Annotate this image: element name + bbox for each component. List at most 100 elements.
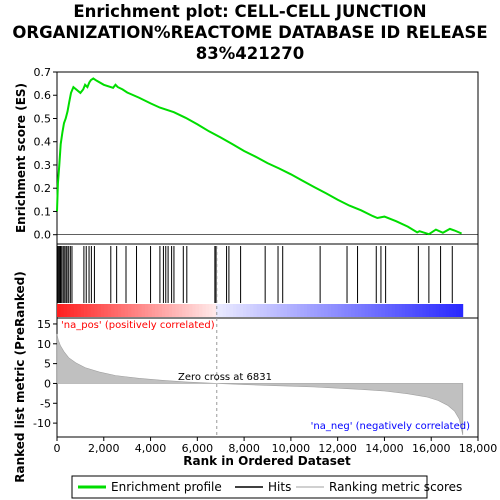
rank-gradient-segment	[222, 304, 227, 317]
rank-gradient-segment	[303, 304, 308, 317]
rank-gradient-segment	[334, 304, 339, 317]
rank-gradient-segment	[273, 304, 278, 317]
metric-layer	[56, 246, 464, 437]
x-tick-label: 10,000	[272, 442, 311, 455]
rank-gradient-segment	[435, 304, 440, 317]
rank-gradient-segment	[371, 304, 376, 317]
rank-gradient-segment	[178, 304, 183, 317]
rank-gradient-segment	[347, 304, 352, 317]
rank-gradient-segment	[185, 304, 190, 317]
neg-correlated-label: 'na_neg' (negatively correlated)	[311, 421, 470, 432]
rank-gradient-segment	[412, 304, 416, 317]
zero-cross-label: Zero cross at 6831	[178, 372, 272, 383]
rank-gradient-segment	[90, 304, 95, 317]
metric-tick-label: 5	[44, 358, 51, 371]
rank-gradient-segment	[307, 304, 312, 317]
rank-gradient-segment	[452, 304, 457, 317]
x-tick-label: 4,000	[135, 442, 167, 455]
rank-gradient-segment	[128, 304, 132, 317]
rank-gradient-segment	[327, 304, 332, 317]
rank-gradient-segment	[205, 304, 210, 317]
rank-gradient-segment	[249, 304, 254, 317]
es-tick-label: 0.2	[34, 182, 52, 195]
rank-gradient-segment	[280, 304, 284, 317]
es-tick-label: 0.4	[34, 136, 52, 149]
x-tick-label: 14,000	[365, 442, 404, 455]
rank-gradient-segment	[202, 304, 207, 317]
rank-gradient-segment	[300, 304, 305, 317]
rank-gradient-segment	[138, 304, 142, 317]
rank-gradient-segment	[263, 304, 268, 317]
x-tick-label: 16,000	[412, 442, 451, 455]
rank-gradient-segment	[171, 304, 176, 317]
rank-gradient-segment	[456, 304, 460, 317]
rank-gradient-segment	[229, 304, 234, 317]
rank-gradient-segment	[330, 304, 335, 317]
rank-gradient-segment	[131, 304, 136, 317]
rank-gradient-segment	[195, 304, 200, 317]
rank-gradient-segment	[418, 304, 423, 317]
rank-gradient-segment	[259, 304, 264, 317]
enrichment-profile-line	[56, 77, 462, 236]
es-tick-label: 0.1	[34, 205, 52, 218]
rank-gradient-segment	[368, 304, 372, 317]
rank-gradient-segment	[408, 304, 413, 317]
rank-gradient-segment	[60, 304, 65, 317]
hits-layer	[56, 246, 453, 303]
rank-gradient-segment	[439, 304, 443, 317]
rank-gradient-segment	[114, 304, 119, 317]
rank-gradient-segment	[215, 304, 220, 317]
rank-gradient-segment	[151, 304, 156, 317]
rank-gradient-segment	[381, 304, 386, 317]
rank-gradient-segment	[378, 304, 383, 317]
rank-gradient-segment	[236, 304, 241, 317]
metric-tick-label: -5	[40, 397, 51, 410]
rank-gradient-segment	[310, 304, 315, 317]
rank-gradient-segment	[283, 304, 288, 317]
rank-gradient-segment	[232, 304, 237, 317]
es-panel-frame	[56, 71, 479, 245]
metric-tick-label: 15	[37, 318, 51, 331]
es-axis-label: Enrichment score (ES)	[14, 83, 28, 233]
metric-axis-ticks: -10 -5 0 5 10 15	[33, 318, 57, 430]
rank-gradient-segment	[141, 304, 146, 317]
pos-correlated-label: 'na_pos' (positively correlated)	[61, 320, 215, 331]
chart-title-line-2: ORGANIZATION%REACTOME DATABASE ID RELEAS…	[12, 23, 487, 42]
rank-gradient-segment	[242, 304, 247, 317]
rank-gradient-segment	[395, 304, 399, 317]
rank-gradient-segment	[344, 304, 349, 317]
rank-gradient-segment	[405, 304, 410, 317]
chart-title-line-1: Enrichment plot: CELL-CELL JUNCTION	[73, 2, 426, 21]
rank-gradient-segment	[337, 304, 342, 317]
x-axis-label: Rank in Ordered Dataset	[183, 454, 351, 468]
es-tick-label: 0.3	[34, 159, 52, 172]
rank-gradient-segment	[100, 304, 105, 317]
rank-gradient-segment	[134, 304, 139, 317]
es-tick-label: 0.0	[34, 229, 52, 242]
x-tick-label: 12,000	[318, 442, 357, 455]
rank-gradient-segment	[354, 304, 359, 317]
rank-gradient-segment	[121, 304, 126, 317]
rank-gradient-segment	[57, 304, 61, 317]
rank-gradient-segment	[182, 304, 186, 317]
rank-gradient-segment	[63, 304, 68, 317]
ranking-metric-area	[56, 333, 464, 436]
rank-gradient-segment	[314, 304, 318, 317]
rank-gradient-segment	[219, 304, 224, 317]
rank-gradient-segment	[357, 304, 362, 317]
rank-gradient-segment	[67, 304, 71, 317]
rank-gradient-segment	[212, 304, 217, 317]
metric-tick-label: 0	[44, 377, 51, 390]
rank-gradient-segment	[385, 304, 389, 317]
rank-gradient-segment	[398, 304, 403, 317]
rank-gradient-segment	[445, 304, 450, 317]
rank-gradient-segment	[188, 304, 193, 317]
rank-gradient-segment	[449, 304, 454, 317]
rank-gradient-segment	[422, 304, 426, 317]
rank-gradient-segment	[286, 304, 291, 317]
x-tick-label: 2,000	[88, 442, 120, 455]
rank-gradient-segment	[351, 304, 355, 317]
rank-gradient-segment	[161, 304, 166, 317]
x-tick-label: 6,000	[182, 442, 214, 455]
